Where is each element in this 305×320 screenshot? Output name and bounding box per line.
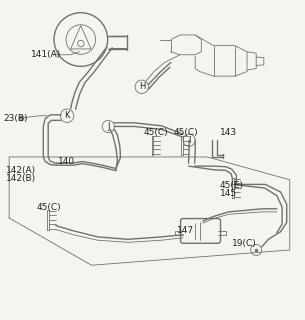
Text: 145: 145 <box>220 189 237 198</box>
Text: H: H <box>139 82 145 91</box>
Text: K: K <box>64 111 70 120</box>
Text: 19(C): 19(C) <box>232 239 257 248</box>
Text: J: J <box>107 122 109 131</box>
Text: 45(C): 45(C) <box>143 128 168 137</box>
Text: 143: 143 <box>220 128 237 137</box>
Text: 45(C): 45(C) <box>174 128 199 137</box>
Text: 140: 140 <box>58 157 75 166</box>
Text: 23(B): 23(B) <box>3 114 27 123</box>
Text: 45(C): 45(C) <box>37 203 61 212</box>
Text: 142(B): 142(B) <box>6 174 36 183</box>
Text: I: I <box>188 136 190 145</box>
Text: 141(A): 141(A) <box>30 50 61 59</box>
Text: 147: 147 <box>177 226 194 235</box>
Text: 45(E): 45(E) <box>220 181 244 190</box>
Text: 142(A): 142(A) <box>6 166 36 175</box>
